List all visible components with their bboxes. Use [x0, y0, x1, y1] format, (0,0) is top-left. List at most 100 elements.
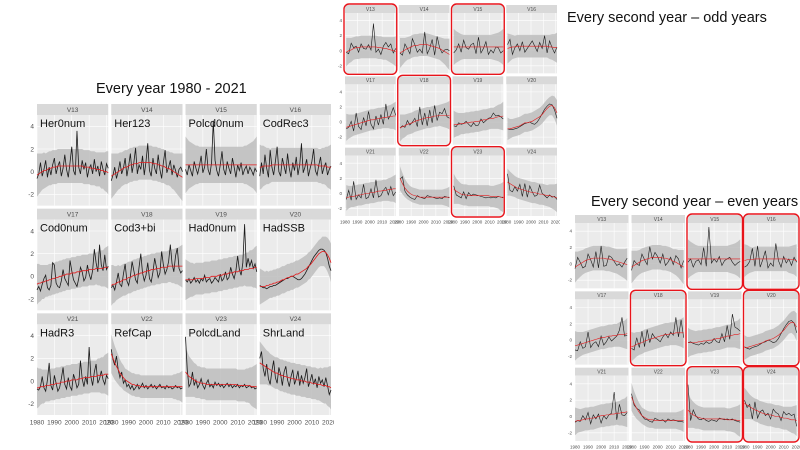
- facet-v15: V15 Polcd0num: [185, 104, 258, 206]
- odd-years-title: Every second year – odd years: [567, 10, 767, 26]
- highlight-box: [397, 74, 452, 147]
- facet-strip: [398, 5, 450, 13]
- x-tick-label: 1990: [514, 220, 525, 225]
- facet-strip-label: V16: [290, 107, 302, 114]
- y-tick-label: 4: [30, 228, 34, 235]
- y-tick-label: 0: [30, 378, 34, 385]
- facet-v16: V16 CodRec3: [259, 104, 332, 206]
- facet-strip-label: V18: [654, 293, 663, 299]
- y-tick-label: 2: [30, 356, 34, 363]
- facet-v19: V19: [687, 291, 742, 365]
- every-year-title: Every year 1980 - 2021: [96, 81, 247, 97]
- variable-name-label: HadR3: [40, 327, 74, 339]
- facet-strip-label: V23: [473, 149, 482, 155]
- trend-line: [399, 114, 450, 129]
- y-tick-label: 0: [30, 169, 34, 176]
- y-tick-label: -2: [28, 192, 34, 199]
- facet-strip-label: V18: [420, 78, 429, 84]
- variable-name-label: Cod0num: [40, 223, 88, 235]
- facet-strip: [575, 291, 629, 300]
- trend-line: [631, 332, 684, 347]
- x-tick-label: 1980: [683, 445, 694, 450]
- x-tick-label: 2000: [418, 220, 429, 225]
- y-tick-label: 0: [569, 338, 572, 343]
- observed-series-line: [185, 224, 258, 285]
- trend-line: [687, 409, 741, 421]
- x-tick-label: 1980: [30, 420, 45, 427]
- facet-strip-label: V17: [597, 293, 606, 299]
- facet-strip: [688, 291, 742, 300]
- every-year-plot: V13 Her0num -2 0 2 4 V14 Her123 V15 Polcd0num V16 C…: [28, 104, 334, 427]
- facet-v17: V17 -2 0 2 4: [568, 291, 629, 365]
- facet-strip-label: V22: [654, 369, 663, 375]
- y-tick-label: 0: [569, 261, 572, 266]
- facet-v13: V13 -2 0 2 4: [568, 215, 629, 289]
- observed-series-line: [399, 176, 450, 200]
- x-tick-label: 2010: [538, 220, 549, 225]
- observed-series-line: [259, 143, 332, 178]
- facet-strip: [259, 313, 331, 325]
- x-tick-label: 1990: [47, 420, 62, 427]
- trend-line: [574, 333, 628, 347]
- facet-strip: [744, 215, 798, 223]
- observed-series-line: [259, 351, 332, 397]
- x-tick-label: 2000: [709, 445, 720, 450]
- observed-series-line: [345, 179, 397, 201]
- confidence-band: [259, 236, 331, 305]
- confidence-band: [744, 310, 797, 360]
- x-tick-label: 1990: [406, 220, 417, 225]
- observed-series-line: [110, 244, 183, 292]
- confidence-band: [453, 101, 504, 138]
- observed-series-line: [574, 317, 628, 352]
- x-tick-label: 2020: [322, 420, 334, 427]
- facet-strip-label: V15: [215, 107, 227, 114]
- facet-strip-label: V17: [366, 78, 375, 84]
- x-tick-label: 2020: [443, 220, 454, 225]
- highlight-box: [742, 365, 800, 443]
- facet-strip: [398, 76, 450, 85]
- trend-line: [346, 46, 396, 53]
- confidence-band: [111, 244, 183, 306]
- facet-strip: [345, 76, 396, 85]
- observed-series-line: [687, 313, 741, 346]
- trend-line: [688, 333, 741, 343]
- facet-strip: [111, 313, 183, 325]
- facet-strip: [37, 313, 109, 325]
- y-tick-label: -2: [338, 206, 342, 211]
- observed-series-line: [399, 105, 450, 129]
- facet-strip: [111, 104, 183, 115]
- y-tick-label: -2: [568, 354, 572, 359]
- y-tick-label: 2: [569, 321, 572, 326]
- y-tick-label: -2: [28, 401, 34, 408]
- observed-series-line: [744, 320, 797, 350]
- facet-v22: V22 1980 1990 2000 2010 2020: [626, 367, 690, 450]
- observed-series-line: [399, 31, 450, 56]
- observed-series-line: [574, 391, 628, 426]
- variable-name-label: Polcd0num: [189, 118, 244, 130]
- trend-line: [453, 188, 504, 198]
- confidence-band: [631, 383, 684, 433]
- every-year-figure: V13 Her0num -2 0 2 4 V14 Her123 V15 Polcd0num V16 C…: [19, 101, 334, 429]
- facet-v19: V19: [452, 76, 504, 145]
- confidence-band: [185, 347, 257, 410]
- x-tick-label: 2020: [679, 445, 690, 450]
- x-tick-label: 2010: [377, 220, 388, 225]
- x-tick-label: 2000: [365, 220, 376, 225]
- observed-series-line: [453, 37, 504, 56]
- x-tick-label: 1980: [178, 420, 193, 427]
- confidence-band: [259, 341, 331, 410]
- variable-name-label: HadSSB: [263, 223, 305, 235]
- confidence-band: [507, 95, 557, 141]
- y-tick-label: 4: [339, 18, 342, 23]
- confidence-band: [346, 101, 396, 141]
- facet-strip: [452, 5, 504, 13]
- facet-strip: [688, 367, 742, 376]
- x-tick-label: 2020: [174, 420, 189, 427]
- facet-strip-label: V20: [767, 293, 776, 299]
- trend-line: [111, 265, 183, 286]
- facet-strip-label: V22: [141, 316, 153, 323]
- facet-v15: V15: [686, 213, 744, 291]
- y-tick-label: 4: [569, 305, 572, 310]
- highlight-box: [742, 289, 800, 367]
